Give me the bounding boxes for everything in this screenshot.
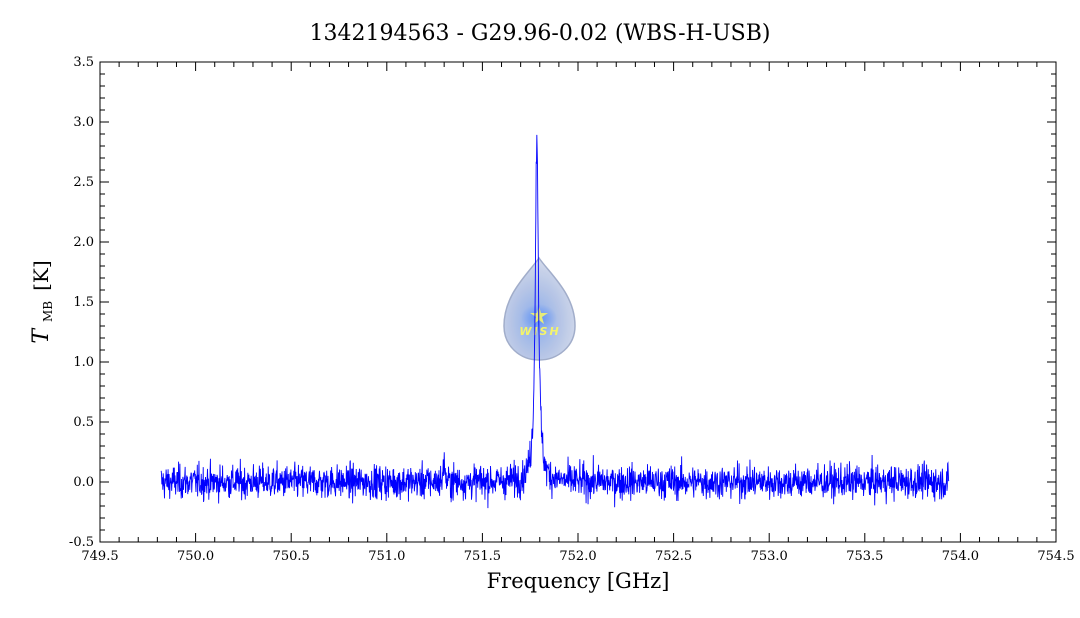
x-tick-label: 751.0	[368, 549, 405, 564]
y-axis-label: T MB [K]	[29, 260, 56, 343]
wish-logo: WISH	[503, 256, 576, 361]
x-tick-label: 753.5	[846, 549, 883, 564]
y-axis-subscript: MB	[41, 301, 55, 322]
axes-ticks: 749.5 750.0 750.5 751.0 751.5 752.0 752.5 753.0…	[69, 55, 1075, 564]
y-axis-symbol: T	[29, 327, 54, 344]
x-tick-label: 749.5	[81, 549, 118, 564]
spectrum-line	[160, 134, 950, 509]
y-tick-label: 1.0	[73, 355, 94, 370]
x-tick-label: 754.5	[1037, 549, 1074, 564]
plot-area	[160, 134, 950, 509]
y-tick-label: 2.5	[73, 175, 94, 190]
x-tick-label: 753.0	[751, 549, 788, 564]
y-tick-label: 0.5	[73, 415, 94, 430]
plot-frame	[99, 61, 1057, 543]
y-tick-label: 0.0	[73, 475, 94, 490]
x-tick-label: 754.0	[942, 549, 979, 564]
x-tick-label: 752.0	[559, 549, 596, 564]
chart-title: 1342194563 - G29.96-0.02 (WBS-H-USB)	[309, 21, 770, 46]
logo-text: WISH	[519, 325, 560, 338]
x-tick-label: 750.5	[273, 549, 310, 564]
y-tick-label: 3.0	[73, 115, 94, 130]
y-tick-label: -0.5	[69, 535, 94, 550]
y-axis-unit: [K]	[29, 260, 53, 291]
y-tick-label: 2.0	[73, 235, 94, 250]
x-tick-label: 751.5	[464, 549, 501, 564]
x-tick-label: 750.0	[177, 549, 214, 564]
y-tick-label: 1.5	[73, 295, 94, 310]
x-tick-label: 752.5	[655, 549, 692, 564]
x-axis-label: Frequency [GHz]	[487, 569, 670, 593]
y-tick-label: 3.5	[73, 55, 94, 70]
